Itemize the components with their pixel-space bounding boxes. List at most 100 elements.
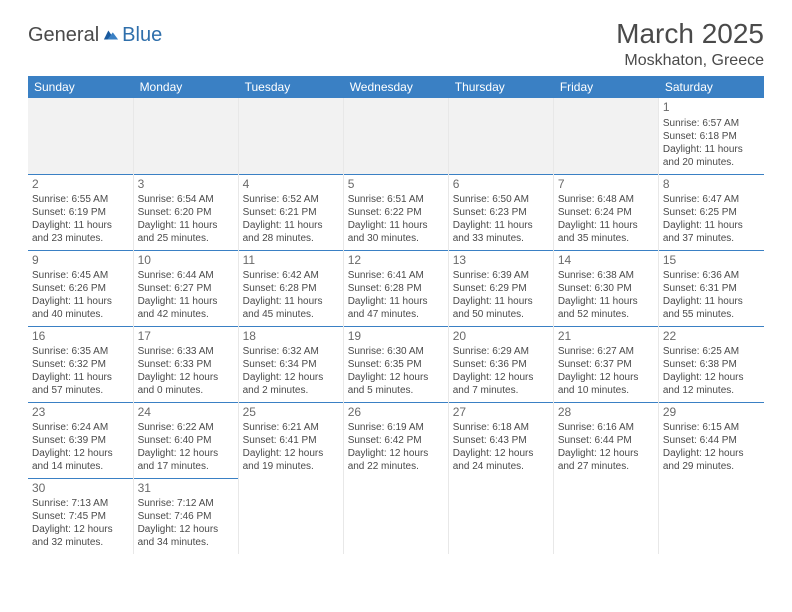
day-detail: Sunset: 6:18 PM (663, 130, 760, 143)
day-detail: Daylight: 11 hours (32, 371, 129, 384)
day-cell: 10Sunrise: 6:44 AMSunset: 6:27 PMDayligh… (133, 250, 238, 326)
day-number: 14 (558, 253, 654, 269)
day-cell: 3Sunrise: 6:54 AMSunset: 6:20 PMDaylight… (133, 174, 238, 250)
day-detail: and 0 minutes. (138, 384, 234, 397)
day-detail: and 22 minutes. (348, 460, 444, 473)
day-detail: Sunrise: 6:18 AM (453, 421, 549, 434)
day-detail: Sunset: 6:34 PM (243, 358, 339, 371)
day-detail: Sunrise: 6:29 AM (453, 345, 549, 358)
day-number: 12 (348, 253, 444, 269)
day-detail: and 33 minutes. (453, 232, 549, 245)
day-detail: Sunset: 6:28 PM (348, 282, 444, 295)
day-detail: Sunset: 6:28 PM (243, 282, 339, 295)
day-detail: Daylight: 11 hours (663, 143, 760, 156)
day-detail: Sunrise: 6:42 AM (243, 269, 339, 282)
day-detail: and 57 minutes. (32, 384, 129, 397)
day-number: 22 (663, 329, 760, 345)
flag-icon (102, 27, 120, 43)
day-detail: Sunset: 6:37 PM (558, 358, 654, 371)
day-cell (343, 98, 448, 174)
day-detail: Sunrise: 6:52 AM (243, 193, 339, 206)
week-row: 23Sunrise: 6:24 AMSunset: 6:39 PMDayligh… (28, 402, 764, 478)
day-detail: Daylight: 12 hours (663, 371, 760, 384)
day-detail: and 5 minutes. (348, 384, 444, 397)
day-number: 30 (32, 481, 129, 497)
day-detail: Daylight: 12 hours (138, 447, 234, 460)
day-detail: Sunset: 6:24 PM (558, 206, 654, 219)
weekday-header: Tuesday (238, 76, 343, 98)
week-row: 16Sunrise: 6:35 AMSunset: 6:32 PMDayligh… (28, 326, 764, 402)
day-detail: Daylight: 12 hours (32, 447, 129, 460)
day-detail: and 25 minutes. (138, 232, 234, 245)
day-cell (448, 98, 553, 174)
day-detail: Sunrise: 6:21 AM (243, 421, 339, 434)
day-cell: 20Sunrise: 6:29 AMSunset: 6:36 PMDayligh… (448, 326, 553, 402)
day-detail: Daylight: 12 hours (243, 447, 339, 460)
day-detail: and 34 minutes. (138, 536, 234, 549)
day-detail: Daylight: 12 hours (138, 523, 234, 536)
day-detail: Daylight: 11 hours (32, 219, 129, 232)
day-number: 19 (348, 329, 444, 345)
day-detail: Sunrise: 6:15 AM (663, 421, 760, 434)
day-detail: Daylight: 11 hours (453, 219, 549, 232)
day-detail: Sunrise: 6:19 AM (348, 421, 444, 434)
day-detail: and 40 minutes. (32, 308, 129, 321)
day-detail: Sunset: 7:45 PM (32, 510, 129, 523)
day-cell: 11Sunrise: 6:42 AMSunset: 6:28 PMDayligh… (238, 250, 343, 326)
day-cell (238, 98, 343, 174)
weekday-header: Thursday (448, 76, 553, 98)
day-detail: Sunrise: 6:54 AM (138, 193, 234, 206)
day-detail: Daylight: 11 hours (243, 219, 339, 232)
day-detail: and 27 minutes. (558, 460, 654, 473)
day-detail: Sunrise: 6:25 AM (663, 345, 760, 358)
day-number: 1 (663, 100, 760, 116)
day-number: 16 (32, 329, 129, 345)
day-detail: Sunrise: 6:51 AM (348, 193, 444, 206)
day-number: 29 (663, 405, 760, 421)
logo-text-blue: Blue (122, 24, 162, 47)
day-detail: Sunrise: 6:24 AM (32, 421, 129, 434)
day-number: 7 (558, 177, 654, 193)
day-number: 18 (243, 329, 339, 345)
day-detail: Sunrise: 6:47 AM (663, 193, 760, 206)
day-number: 25 (243, 405, 339, 421)
day-number: 3 (138, 177, 234, 193)
day-detail: Daylight: 11 hours (32, 295, 129, 308)
day-number: 4 (243, 177, 339, 193)
day-detail: Daylight: 11 hours (558, 295, 654, 308)
day-cell: 15Sunrise: 6:36 AMSunset: 6:31 PMDayligh… (658, 250, 763, 326)
day-detail: Sunset: 6:44 PM (663, 434, 760, 447)
day-detail: Sunset: 6:36 PM (453, 358, 549, 371)
day-detail: Sunrise: 6:45 AM (32, 269, 129, 282)
day-number: 31 (138, 481, 234, 497)
day-detail: Daylight: 11 hours (138, 219, 234, 232)
day-detail: Daylight: 12 hours (348, 371, 444, 384)
day-detail: Sunrise: 6:30 AM (348, 345, 444, 358)
weekday-header: Sunday (28, 76, 133, 98)
day-detail: Sunrise: 6:27 AM (558, 345, 654, 358)
day-cell: 28Sunrise: 6:16 AMSunset: 6:44 PMDayligh… (553, 402, 658, 478)
weekday-header: Saturday (658, 76, 763, 98)
day-detail: Daylight: 11 hours (453, 295, 549, 308)
day-cell: 30Sunrise: 7:13 AMSunset: 7:45 PMDayligh… (28, 478, 133, 554)
day-cell: 4Sunrise: 6:52 AMSunset: 6:21 PMDaylight… (238, 174, 343, 250)
day-detail: Daylight: 11 hours (663, 295, 760, 308)
day-detail: Sunrise: 6:44 AM (138, 269, 234, 282)
day-detail: and 42 minutes. (138, 308, 234, 321)
day-cell (238, 478, 343, 554)
day-detail: and 12 minutes. (663, 384, 760, 397)
day-detail: Sunrise: 6:57 AM (663, 117, 760, 130)
day-cell: 25Sunrise: 6:21 AMSunset: 6:41 PMDayligh… (238, 402, 343, 478)
day-number: 28 (558, 405, 654, 421)
day-detail: Sunrise: 6:38 AM (558, 269, 654, 282)
day-detail: Sunset: 6:43 PM (453, 434, 549, 447)
day-number: 23 (32, 405, 129, 421)
day-cell: 12Sunrise: 6:41 AMSunset: 6:28 PMDayligh… (343, 250, 448, 326)
day-cell (28, 98, 133, 174)
day-detail: Daylight: 12 hours (348, 447, 444, 460)
day-detail: Sunset: 6:30 PM (558, 282, 654, 295)
day-cell (133, 98, 238, 174)
day-detail: Sunset: 7:46 PM (138, 510, 234, 523)
day-number: 21 (558, 329, 654, 345)
day-detail: and 20 minutes. (663, 156, 760, 169)
